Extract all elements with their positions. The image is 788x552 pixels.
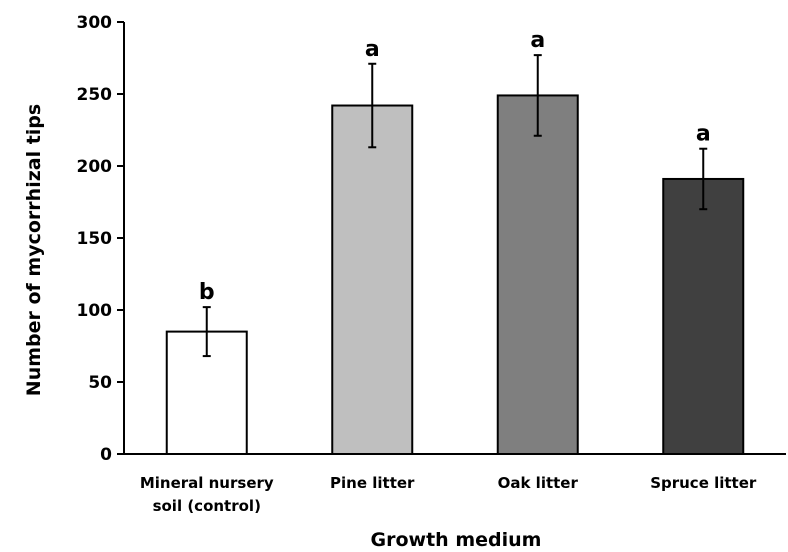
bars [165,94,745,456]
y-tick-label: 250 [77,85,113,105]
y-tick-label: 100 [77,301,113,321]
y-tick-label: 0 [100,445,112,465]
bar [662,177,745,456]
x-category-label: Pine litter [330,474,415,492]
y-tick-label: 150 [77,229,113,249]
significance-letter: a [365,37,380,62]
x-axis-categories: Mineral nursery soil (control) Pine litter… [140,474,757,515]
x-category-label: Mineral nursery soil (control) [140,474,274,515]
y-tick-label: 200 [77,157,113,177]
y-tick-label: 300 [77,13,113,33]
significance-letter: a [696,122,711,147]
significance-letter: b [199,280,215,305]
significance-letters: b a a a [199,28,711,305]
x-axis-title: Growth medium [371,529,542,551]
y-axis-title: Number of mycorrhizal tips [23,104,45,396]
bar [496,94,579,455]
y-axis-ticks: 0 50 100 150 200 250 300 [77,13,124,465]
significance-letter: a [530,28,545,53]
y-tick-label: 50 [88,373,112,393]
x-category-label: Spruce litter [650,474,757,492]
x-category-label: Oak litter [498,474,579,492]
error-bars [202,54,708,358]
bar [331,104,414,456]
